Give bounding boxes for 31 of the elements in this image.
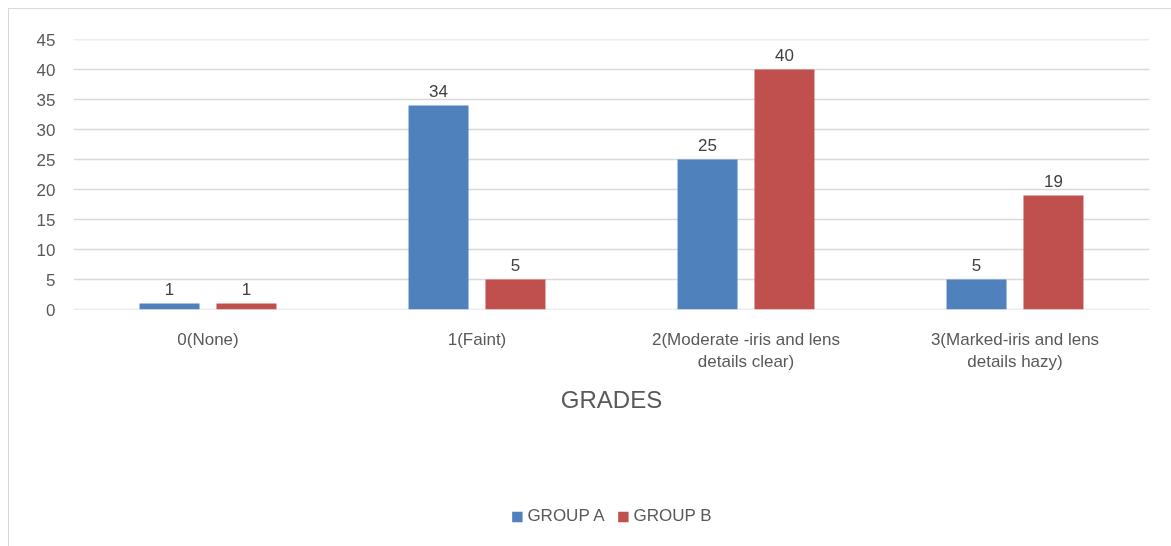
- bar: [408, 105, 469, 310]
- bar: [677, 159, 738, 310]
- y-tick-label: 20: [36, 180, 56, 200]
- data-label: 34: [429, 81, 448, 101]
- x-axis-title: GRADES: [560, 386, 663, 414]
- data-label: 40: [775, 45, 794, 65]
- data-label: 25: [698, 135, 717, 155]
- bar: [754, 69, 815, 310]
- y-tick-label: 35: [36, 90, 56, 110]
- data-label: 1: [164, 279, 175, 299]
- x-tick-label: 0(None): [177, 329, 239, 349]
- y-tick-label: 5: [46, 270, 56, 290]
- data-label: 19: [1044, 171, 1063, 191]
- data-label: 5: [510, 255, 521, 275]
- legend-label: GROUP A: [527, 506, 605, 526]
- y-tick-label: 25: [36, 150, 56, 170]
- y-tick-label: 30: [36, 120, 56, 140]
- y-tick-label: 45: [36, 30, 56, 50]
- y-tick-label: 0: [46, 300, 56, 320]
- bar: [485, 279, 546, 310]
- legend-label: GROUP B: [633, 506, 712, 526]
- bar: [946, 279, 1007, 310]
- data-label: 1: [241, 279, 252, 299]
- y-tick-label: 15: [36, 210, 56, 230]
- data-label: 5: [971, 255, 982, 275]
- y-tick-label: 10: [36, 240, 56, 260]
- x-tick-label: 2(Moderate -iris and lens details clear): [651, 329, 841, 372]
- bar: [1023, 195, 1084, 310]
- x-tick-label: 1(Faint): [447, 329, 507, 349]
- x-tick-label: 3(Marked-iris and lens details hazy): [930, 329, 1100, 372]
- y-tick-label: 40: [36, 60, 56, 80]
